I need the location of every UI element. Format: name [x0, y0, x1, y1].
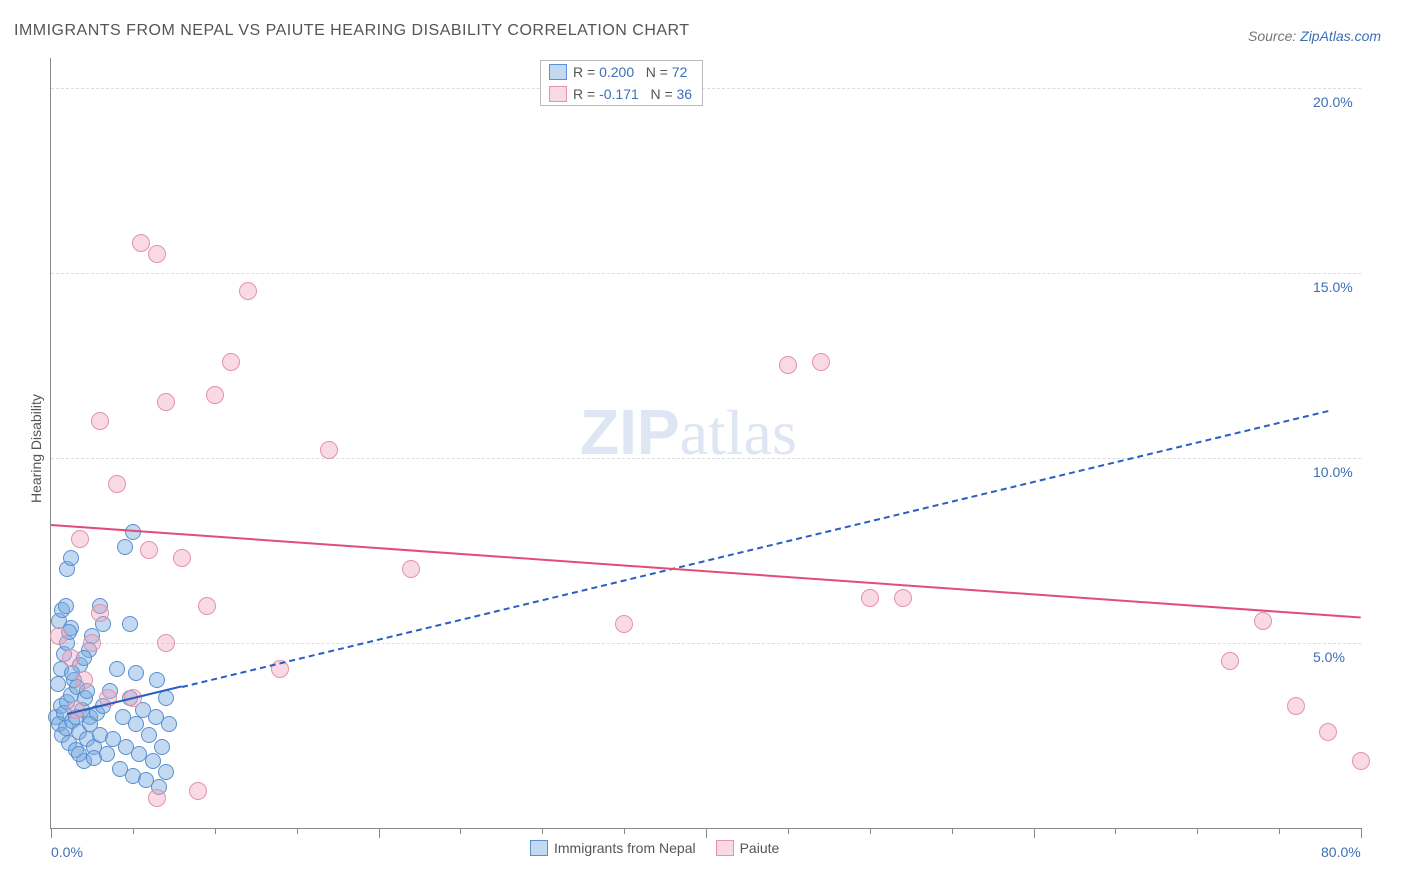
data-point: [99, 746, 115, 762]
data-point: [222, 353, 240, 371]
data-point: [148, 789, 166, 807]
data-point: [173, 549, 191, 567]
x-tick: [379, 828, 380, 838]
data-point: [50, 627, 68, 645]
series-legend-item: Immigrants from Nepal: [530, 840, 696, 856]
data-point: [132, 234, 150, 252]
x-tick-label: 80.0%: [1321, 844, 1361, 860]
data-point: [158, 764, 174, 780]
data-point: [128, 665, 144, 681]
legend-swatch: [549, 64, 567, 80]
trend-line: [51, 524, 1361, 619]
data-point: [161, 716, 177, 732]
data-point: [198, 597, 216, 615]
x-tick: [870, 828, 871, 834]
source-value[interactable]: ZipAtlas.com: [1300, 28, 1381, 44]
data-point: [894, 589, 912, 607]
gridline: [51, 88, 1361, 89]
series-legend-label: Paiute: [740, 840, 780, 856]
data-point: [83, 634, 101, 652]
x-tick: [952, 828, 953, 834]
series-legend: Immigrants from Nepal Paiute: [530, 840, 779, 856]
y-axis-label: Hearing Disability: [28, 394, 44, 503]
data-point: [109, 661, 125, 677]
legend-stats: R = -0.171 N = 36: [573, 86, 692, 102]
data-point: [779, 356, 797, 374]
data-point: [50, 676, 66, 692]
data-point: [108, 475, 126, 493]
data-point: [402, 560, 420, 578]
series-legend-item: Paiute: [716, 840, 780, 856]
data-point: [157, 634, 175, 652]
x-tick: [51, 828, 52, 838]
data-point: [154, 739, 170, 755]
data-point: [91, 412, 109, 430]
data-point: [206, 386, 224, 404]
x-tick: [133, 828, 134, 834]
gridline: [51, 273, 1361, 274]
data-point: [140, 541, 158, 559]
data-point: [63, 550, 79, 566]
legend-swatch: [716, 840, 734, 856]
data-point: [117, 539, 133, 555]
x-tick: [1361, 828, 1362, 838]
gridline: [51, 643, 1361, 644]
x-tick: [460, 828, 461, 834]
series-legend-label: Immigrants from Nepal: [554, 840, 696, 856]
scatter-plot-area: 5.0%10.0%15.0%20.0%0.0%80.0%: [50, 58, 1361, 829]
data-point: [861, 589, 879, 607]
data-point: [71, 746, 87, 762]
gridline: [51, 458, 1361, 459]
data-point: [812, 353, 830, 371]
chart-title: IMMIGRANTS FROM NEPAL VS PAIUTE HEARING …: [14, 22, 690, 40]
legend-stats: R = 0.200 N = 72: [573, 64, 687, 80]
legend-swatch: [530, 840, 548, 856]
x-tick: [1197, 828, 1198, 834]
x-tick: [1279, 828, 1280, 834]
data-point: [75, 671, 93, 689]
data-point: [1287, 697, 1305, 715]
data-point: [239, 282, 257, 300]
data-point: [320, 441, 338, 459]
legend-swatch: [549, 86, 567, 102]
correlation-legend: R = 0.200 N = 72 R = -0.171 N = 36: [540, 60, 703, 106]
data-point: [189, 782, 207, 800]
x-tick: [297, 828, 298, 834]
data-point: [157, 393, 175, 411]
data-point: [615, 615, 633, 633]
data-point: [71, 530, 89, 548]
source-label: Source:: [1248, 28, 1300, 44]
x-tick: [1034, 828, 1035, 838]
x-tick: [542, 828, 543, 834]
trend-line: [182, 410, 1329, 688]
x-tick: [624, 828, 625, 834]
x-tick: [1115, 828, 1116, 834]
data-point: [58, 598, 74, 614]
x-tick: [706, 828, 707, 838]
data-point: [149, 672, 165, 688]
x-tick-label: 0.0%: [51, 844, 83, 860]
x-tick: [788, 828, 789, 834]
data-point: [122, 616, 138, 632]
data-point: [1221, 652, 1239, 670]
legend-row: R = 0.200 N = 72: [541, 61, 702, 83]
legend-row: R = -0.171 N = 36: [541, 83, 702, 105]
data-point: [62, 649, 80, 667]
data-point: [1352, 752, 1370, 770]
x-tick: [215, 828, 216, 834]
data-point: [1254, 612, 1272, 630]
data-point: [1319, 723, 1337, 741]
data-point: [148, 245, 166, 263]
data-point: [158, 690, 174, 706]
source-attribution: Source: ZipAtlas.com: [1248, 28, 1381, 44]
chart-container: IMMIGRANTS FROM NEPAL VS PAIUTE HEARING …: [0, 0, 1406, 892]
